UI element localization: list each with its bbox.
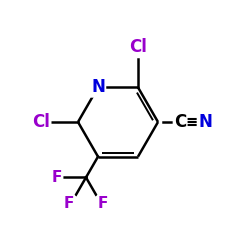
- Text: F: F: [98, 196, 108, 211]
- Text: N: N: [198, 113, 212, 131]
- Text: C: C: [174, 113, 186, 131]
- Text: F: F: [52, 170, 62, 185]
- Text: F: F: [64, 196, 74, 211]
- Text: Cl: Cl: [32, 113, 50, 131]
- Text: N: N: [91, 78, 105, 96]
- Text: Cl: Cl: [129, 38, 147, 56]
